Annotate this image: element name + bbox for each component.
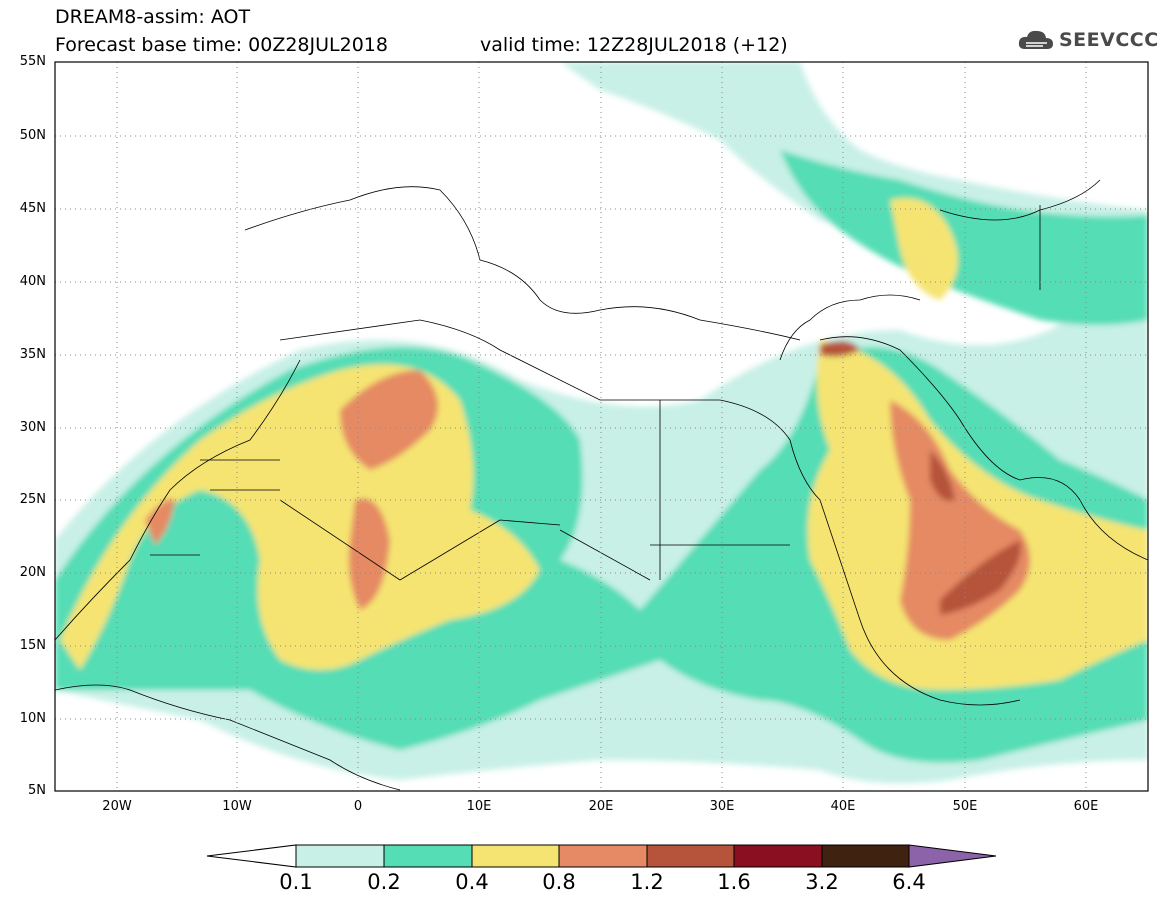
colorbar-label: 3.2 [805,870,839,894]
lat-label: 15N [19,638,46,653]
lon-label: 40E [830,799,856,814]
seevccc-logo: SEEVCCC [1017,25,1159,55]
colorbar-segment-0.2-0.4 [383,844,473,868]
colorbar-label: 0.1 [279,870,313,894]
lon-label: 50E [952,799,978,814]
aot-contour-1.2-north [820,341,860,357]
colorbar-label: 0.2 [367,870,401,894]
aot-field [55,62,1148,791]
colorbar-segment-0.8-1.2 [558,844,648,868]
aot-contour-1.2-arabia2 [940,540,1021,615]
colorbar-segment-0.1-0.2 [295,844,385,868]
lat-label: 55N [19,54,46,69]
coastlines [55,179,1148,791]
lat-label: 40N [19,274,46,289]
colorbar [206,844,997,868]
graticule [55,62,1148,791]
colorbar-segment-1.2-1.6 [646,844,735,868]
lat-label: 25N [19,492,46,507]
colorbar-segment-3.2-6.4 [821,844,910,868]
aot-contour-0.8-wafr [145,499,175,545]
aot-contour-0.8-sahara2 [348,498,390,610]
aot-contour-0.8-sahara [340,370,438,470]
lat-label: 45N [19,201,46,216]
aot-contour-0.2-caspian [780,150,1148,325]
title-line2: Forecast base time: 00Z28JUL2018 [55,34,388,56]
colorbar-segment-1.6-3.2 [733,844,823,868]
lon-label: 60E [1073,799,1099,814]
lon-label: 20E [588,799,614,814]
title-line1: DREAM8-assim: AOT [55,6,251,28]
aot-contour-0.4-west [60,364,540,670]
colorbar-under-triangle [206,844,297,868]
lon-label: 20W [102,799,132,814]
cloud-icon [1018,30,1053,49]
colorbar-label: 0.8 [542,870,576,894]
lat-label: 50N [19,128,46,143]
colorbar-segment-0.4-0.8 [471,844,560,868]
lon-label: 30E [709,799,735,814]
lat-label: 35N [19,347,46,362]
colorbar-label: 1.6 [717,870,751,894]
lon-label: 10W [222,799,252,814]
colorbar-label: 6.4 [892,870,926,894]
logo-text: SEEVCCC [1059,29,1159,51]
lon-label: 0 [353,799,363,814]
lat-label: 5N [28,783,46,798]
aot-contour-0.4-caspian [890,198,958,300]
valid-time: valid time: 12Z28JUL2018 (+12) [480,34,788,56]
colorbar-label: 0.4 [455,870,489,894]
lat-label: 30N [19,420,46,435]
lat-label: 20N [19,565,46,580]
lat-label: 10N [19,711,46,726]
colorbar-over-triangle [908,844,997,868]
aot-contour-1.2-arabia [930,450,955,501]
colorbar-label: 1.2 [630,870,664,894]
lon-label: 10E [466,799,492,814]
map-frame [54,61,1149,792]
